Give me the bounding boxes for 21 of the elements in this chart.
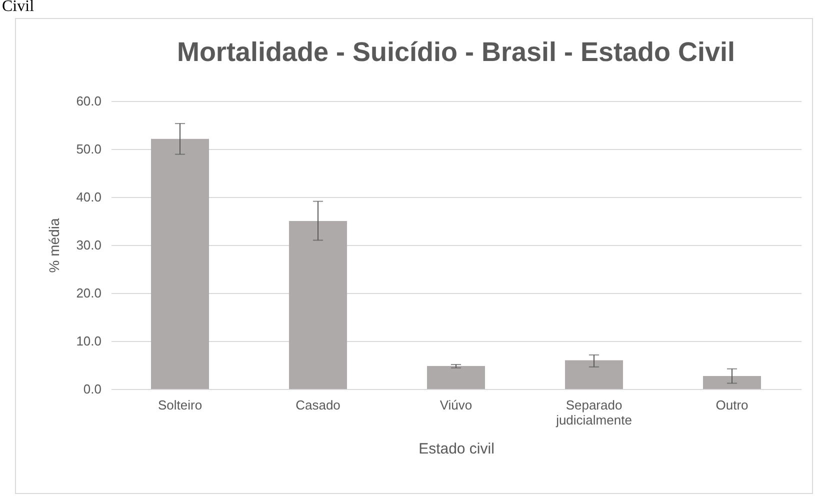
bar [151, 138, 209, 389]
bar [289, 221, 347, 389]
x-tick-label: Solteiro [158, 398, 202, 412]
y-tick-label: 60.0 [76, 94, 102, 108]
y-tick-label: 10.0 [76, 334, 102, 348]
bar [427, 366, 485, 389]
x-tick-label: Viúvo [440, 398, 472, 412]
x-tick-label: Casado [296, 398, 340, 412]
y-tick-label: 0.0 [83, 382, 102, 396]
y-tick-label: 20.0 [76, 286, 102, 300]
y-axis-title: % média [46, 218, 62, 273]
chart-title: Mortalidade - Suicídio - Brasil - Estado Civil [176, 37, 736, 67]
bar [565, 360, 623, 389]
text: Civil [2, 0, 34, 16]
x-tick-label: Outro [716, 398, 748, 412]
y-tick-label: 30.0 [76, 238, 102, 252]
bar [703, 376, 761, 389]
x-axis-title: Estado civil [418, 440, 494, 458]
y-tick-label: 40.0 [76, 190, 102, 204]
x-tick-label: Separado judicialmente [555, 398, 632, 428]
y-tick-label: 50.0 [76, 142, 102, 156]
